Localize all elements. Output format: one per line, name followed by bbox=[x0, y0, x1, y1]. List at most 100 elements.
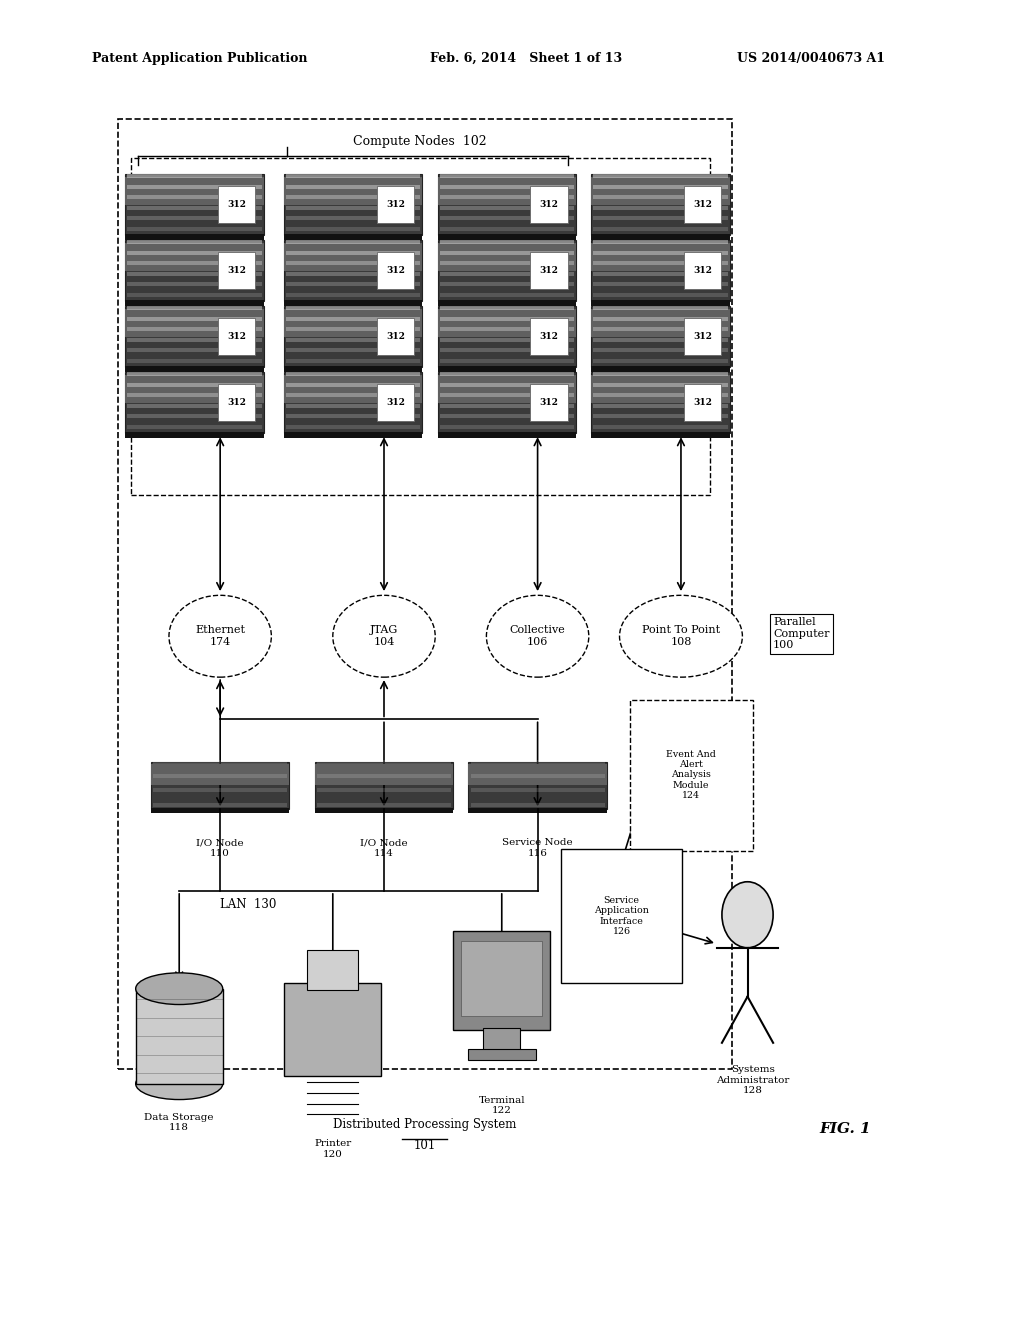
FancyBboxPatch shape bbox=[377, 252, 414, 289]
FancyBboxPatch shape bbox=[440, 272, 573, 276]
FancyBboxPatch shape bbox=[154, 760, 287, 764]
Bar bbox=[592, 234, 729, 240]
FancyBboxPatch shape bbox=[440, 338, 573, 342]
Ellipse shape bbox=[486, 595, 589, 677]
FancyBboxPatch shape bbox=[127, 359, 262, 363]
FancyBboxPatch shape bbox=[440, 195, 573, 199]
FancyBboxPatch shape bbox=[438, 309, 575, 337]
FancyBboxPatch shape bbox=[530, 318, 567, 355]
FancyBboxPatch shape bbox=[440, 240, 573, 244]
Text: 312: 312 bbox=[693, 399, 713, 407]
FancyBboxPatch shape bbox=[594, 372, 727, 376]
FancyBboxPatch shape bbox=[594, 206, 727, 210]
Bar bbox=[152, 808, 289, 813]
FancyBboxPatch shape bbox=[594, 383, 727, 387]
Ellipse shape bbox=[169, 595, 271, 677]
FancyBboxPatch shape bbox=[440, 393, 573, 397]
Bar bbox=[284, 234, 422, 240]
FancyBboxPatch shape bbox=[440, 359, 573, 363]
FancyBboxPatch shape bbox=[377, 318, 414, 355]
Text: Patent Application Publication: Patent Application Publication bbox=[92, 51, 307, 65]
Text: US 2014/0040673 A1: US 2014/0040673 A1 bbox=[737, 51, 886, 65]
FancyBboxPatch shape bbox=[594, 272, 727, 276]
FancyBboxPatch shape bbox=[592, 306, 729, 367]
FancyBboxPatch shape bbox=[440, 282, 573, 286]
FancyBboxPatch shape bbox=[284, 174, 422, 235]
FancyBboxPatch shape bbox=[438, 174, 575, 235]
FancyBboxPatch shape bbox=[594, 425, 727, 429]
Text: 312: 312 bbox=[540, 399, 559, 407]
Text: Service Node
116: Service Node 116 bbox=[503, 838, 572, 858]
FancyBboxPatch shape bbox=[127, 293, 262, 297]
FancyBboxPatch shape bbox=[440, 306, 573, 310]
FancyBboxPatch shape bbox=[438, 177, 575, 205]
FancyBboxPatch shape bbox=[127, 338, 262, 342]
Bar bbox=[315, 808, 453, 813]
FancyBboxPatch shape bbox=[438, 375, 575, 403]
FancyBboxPatch shape bbox=[127, 282, 262, 286]
FancyBboxPatch shape bbox=[440, 293, 573, 297]
Bar bbox=[125, 300, 264, 306]
Text: 312: 312 bbox=[540, 267, 559, 275]
FancyBboxPatch shape bbox=[592, 174, 729, 235]
FancyBboxPatch shape bbox=[218, 384, 256, 421]
FancyBboxPatch shape bbox=[594, 393, 727, 397]
FancyBboxPatch shape bbox=[125, 243, 264, 271]
FancyBboxPatch shape bbox=[317, 788, 451, 792]
FancyBboxPatch shape bbox=[286, 383, 420, 387]
FancyBboxPatch shape bbox=[286, 251, 420, 255]
FancyBboxPatch shape bbox=[440, 206, 573, 210]
Text: Data Storage
118: Data Storage 118 bbox=[144, 1113, 214, 1133]
Bar bbox=[438, 366, 575, 372]
FancyBboxPatch shape bbox=[594, 348, 727, 352]
FancyBboxPatch shape bbox=[468, 1049, 536, 1060]
FancyBboxPatch shape bbox=[127, 272, 262, 276]
Bar bbox=[438, 300, 575, 306]
FancyBboxPatch shape bbox=[594, 414, 727, 418]
FancyBboxPatch shape bbox=[594, 359, 727, 363]
FancyBboxPatch shape bbox=[471, 760, 604, 764]
FancyBboxPatch shape bbox=[594, 227, 727, 231]
FancyBboxPatch shape bbox=[438, 372, 575, 433]
FancyBboxPatch shape bbox=[594, 327, 727, 331]
FancyBboxPatch shape bbox=[218, 252, 256, 289]
FancyBboxPatch shape bbox=[127, 327, 262, 331]
Text: Event And
Alert
Analysis
Module
124: Event And Alert Analysis Module 124 bbox=[667, 750, 716, 800]
Text: 312: 312 bbox=[386, 201, 406, 209]
Text: Terminal
122: Terminal 122 bbox=[478, 1096, 525, 1115]
FancyBboxPatch shape bbox=[440, 261, 573, 265]
FancyBboxPatch shape bbox=[286, 195, 420, 199]
FancyBboxPatch shape bbox=[127, 216, 262, 220]
Text: 312: 312 bbox=[227, 333, 247, 341]
FancyBboxPatch shape bbox=[127, 174, 262, 178]
FancyBboxPatch shape bbox=[286, 240, 420, 244]
FancyBboxPatch shape bbox=[440, 327, 573, 331]
FancyBboxPatch shape bbox=[284, 375, 422, 403]
FancyBboxPatch shape bbox=[453, 931, 551, 1030]
FancyBboxPatch shape bbox=[284, 309, 422, 337]
FancyBboxPatch shape bbox=[286, 293, 420, 297]
Text: Feb. 6, 2014   Sheet 1 of 13: Feb. 6, 2014 Sheet 1 of 13 bbox=[430, 51, 623, 65]
FancyBboxPatch shape bbox=[284, 243, 422, 271]
FancyBboxPatch shape bbox=[127, 306, 262, 310]
FancyBboxPatch shape bbox=[377, 384, 414, 421]
FancyBboxPatch shape bbox=[286, 174, 420, 178]
Text: 312: 312 bbox=[227, 267, 247, 275]
FancyBboxPatch shape bbox=[218, 186, 256, 223]
FancyBboxPatch shape bbox=[284, 177, 422, 205]
FancyBboxPatch shape bbox=[218, 318, 256, 355]
FancyBboxPatch shape bbox=[471, 803, 604, 807]
FancyBboxPatch shape bbox=[125, 309, 264, 337]
FancyBboxPatch shape bbox=[440, 174, 573, 178]
FancyBboxPatch shape bbox=[127, 372, 262, 376]
FancyBboxPatch shape bbox=[286, 425, 420, 429]
Text: Ethernet
174: Ethernet 174 bbox=[196, 626, 245, 647]
Bar bbox=[284, 366, 422, 372]
Bar bbox=[469, 808, 606, 813]
FancyBboxPatch shape bbox=[440, 414, 573, 418]
FancyBboxPatch shape bbox=[286, 404, 420, 408]
FancyBboxPatch shape bbox=[284, 240, 422, 301]
FancyBboxPatch shape bbox=[440, 383, 573, 387]
FancyBboxPatch shape bbox=[530, 252, 567, 289]
FancyBboxPatch shape bbox=[592, 309, 729, 337]
